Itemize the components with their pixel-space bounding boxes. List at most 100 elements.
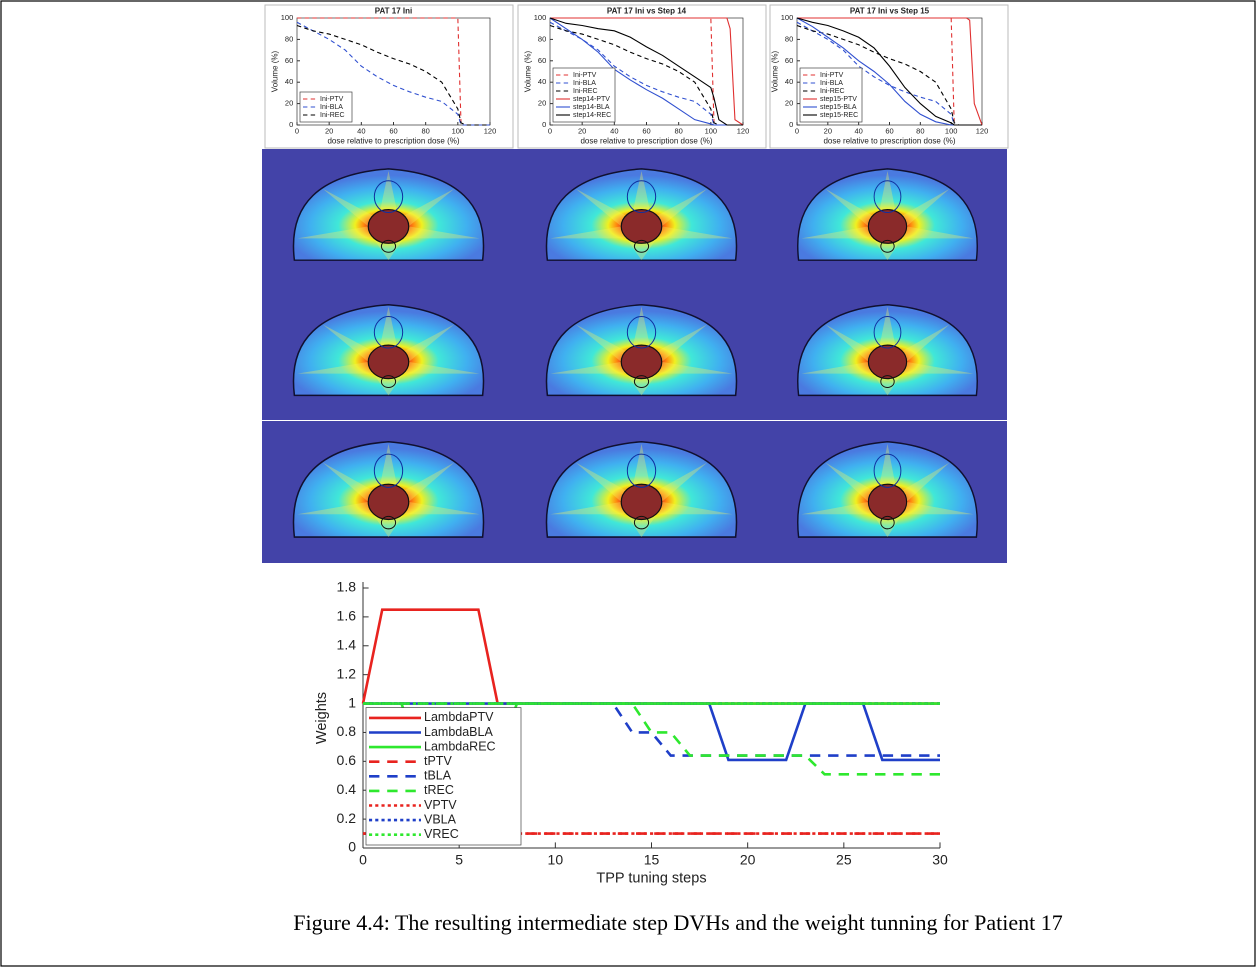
y-tick-label: 0.8 (337, 723, 357, 739)
chart: 0 20 40 60 80 100 120 0 20 40 60 80 100 PAT 17 Ini vs… (770, 6, 988, 145)
x-tick-label: 15 (644, 851, 660, 867)
data-line (549, 21, 743, 126)
legend-label: Ini-PTV (320, 96, 344, 103)
chart-title: PAT 17 Ini (375, 6, 413, 15)
legend-label: step15-PTV (820, 96, 857, 103)
y-axis-label: Weights (314, 692, 330, 744)
legend-label: VREC (424, 827, 459, 841)
y-tick-label: 20 (785, 99, 793, 108)
y-tick-label: 1.8 (337, 579, 357, 595)
dose-map (262, 149, 515, 285)
x-tick-label: 40 (610, 127, 618, 136)
legend-label: Ini-BLA (820, 80, 843, 87)
data-line (549, 17, 743, 126)
y-tick-label: 100 (534, 13, 547, 22)
x-tick-label: 100 (452, 127, 465, 136)
x-tick-label: 80 (674, 127, 682, 136)
dose-map (515, 421, 768, 563)
y-tick-label: 20 (538, 99, 546, 108)
legend-box (552, 67, 616, 123)
y-tick-label: 1 (348, 694, 356, 710)
x-tick-label: 40 (357, 127, 365, 136)
y-tick-label: 80 (285, 34, 293, 43)
y-tick-label: 40 (285, 77, 293, 86)
x-tick-label: 10 (548, 851, 564, 867)
x-tick-label: 30 (932, 851, 948, 867)
legend-label: Ini-REC (573, 88, 598, 95)
y-tick-label: 100 (781, 13, 794, 22)
y-tick-label: 60 (538, 56, 546, 65)
y-tick-label: 40 (538, 77, 546, 86)
x-tick-label: 60 (389, 127, 397, 136)
x-axis-label: dose relative to prescription dose (%) (823, 137, 955, 146)
legend-label: LambdaPTV (424, 710, 494, 724)
x-tick-label: 80 (916, 127, 924, 136)
chart-title: PAT 17 Ini vs Step 15 (850, 6, 930, 15)
legend-label: LambdaBLA (424, 725, 493, 739)
y-tick-label: 80 (538, 34, 546, 43)
legend-label: Ini-BLA (573, 80, 596, 87)
x-tick-label: 20 (740, 851, 756, 867)
dose-map (262, 285, 515, 420)
data-line (361, 608, 940, 705)
x-tick-label: 20 (824, 127, 832, 136)
x-tick-label: 20 (325, 127, 333, 136)
dose-map (515, 149, 768, 285)
x-tick-label: 0 (359, 851, 367, 867)
legend-label: step14-PTV (573, 96, 610, 103)
x-tick-label: 60 (885, 127, 893, 136)
legend-label: Ini-PTV (573, 72, 597, 79)
x-tick-label: 20 (578, 127, 586, 136)
x-tick-label: 120 (484, 127, 497, 136)
x-tick-label: 100 (705, 127, 718, 136)
x-tick-label: 0 (295, 127, 299, 136)
x-tick-label: 0 (548, 127, 552, 136)
x-axis-label: dose relative to prescription dose (%) (580, 137, 712, 146)
legend-label: step14-REC (573, 112, 611, 119)
y-tick-label: 0 (289, 120, 293, 129)
legend-label: Ini-REC (320, 112, 345, 119)
data-line (296, 21, 490, 126)
y-tick-label: 0.4 (337, 781, 357, 797)
chart: 0 20 40 60 80 100 120 0 20 40 60 80 100 PAT 17 Ini vs… (523, 6, 749, 145)
y-tick-label: 20 (285, 99, 293, 108)
x-tick-label: 60 (642, 127, 650, 136)
y-tick-label: 1.2 (337, 665, 357, 681)
legend-box (799, 67, 863, 123)
legend-label: Ini-BLA (320, 104, 343, 111)
x-axis-label: TPP tuning steps (596, 871, 706, 887)
legend-label: tREC (424, 783, 454, 797)
y-tick-label: 0 (348, 839, 356, 855)
x-tick-label: 40 (854, 127, 862, 136)
y-tick-label: 0.6 (337, 752, 357, 768)
legend-label: Ini-PTV (820, 72, 844, 79)
y-tick-label: 1.6 (337, 608, 357, 624)
y-tick-label: 60 (285, 56, 293, 65)
x-tick-label: 80 (421, 127, 429, 136)
chart-title: PAT 17 Ini vs Step 14 (607, 6, 687, 15)
y-tick-label: 1.4 (337, 636, 357, 652)
x-tick-label: 100 (945, 127, 958, 136)
y-tick-label: 40 (785, 77, 793, 86)
y-tick-label: 80 (785, 34, 793, 43)
dose-maps (262, 149, 1007, 563)
dose-map (768, 285, 1007, 420)
x-tick-label: 120 (976, 127, 989, 136)
y-tick-label: 60 (785, 56, 793, 65)
legend-label: step15-BLA (820, 104, 857, 111)
data-line (550, 17, 744, 126)
chart: 0 5 10 15 20 25 30 0 0.2 0.4 0.6 0.8 1 1.2 1.4 1.6 1.8 TP… (314, 579, 948, 887)
caption: Figure 4.4: The resulting intermediate s… (293, 910, 1062, 935)
x-axis-label: dose relative to prescription dose (%) (327, 137, 459, 146)
y-tick-label: 0 (542, 120, 546, 129)
data-line (796, 17, 982, 126)
legend-label: tBLA (424, 769, 452, 783)
y-tick-label: 0 (789, 120, 793, 129)
data-line (797, 17, 983, 126)
y-axis-label: Volume (%) (270, 50, 279, 92)
data-line (796, 21, 982, 126)
dose-map (515, 285, 768, 420)
dose-map (768, 421, 1007, 563)
